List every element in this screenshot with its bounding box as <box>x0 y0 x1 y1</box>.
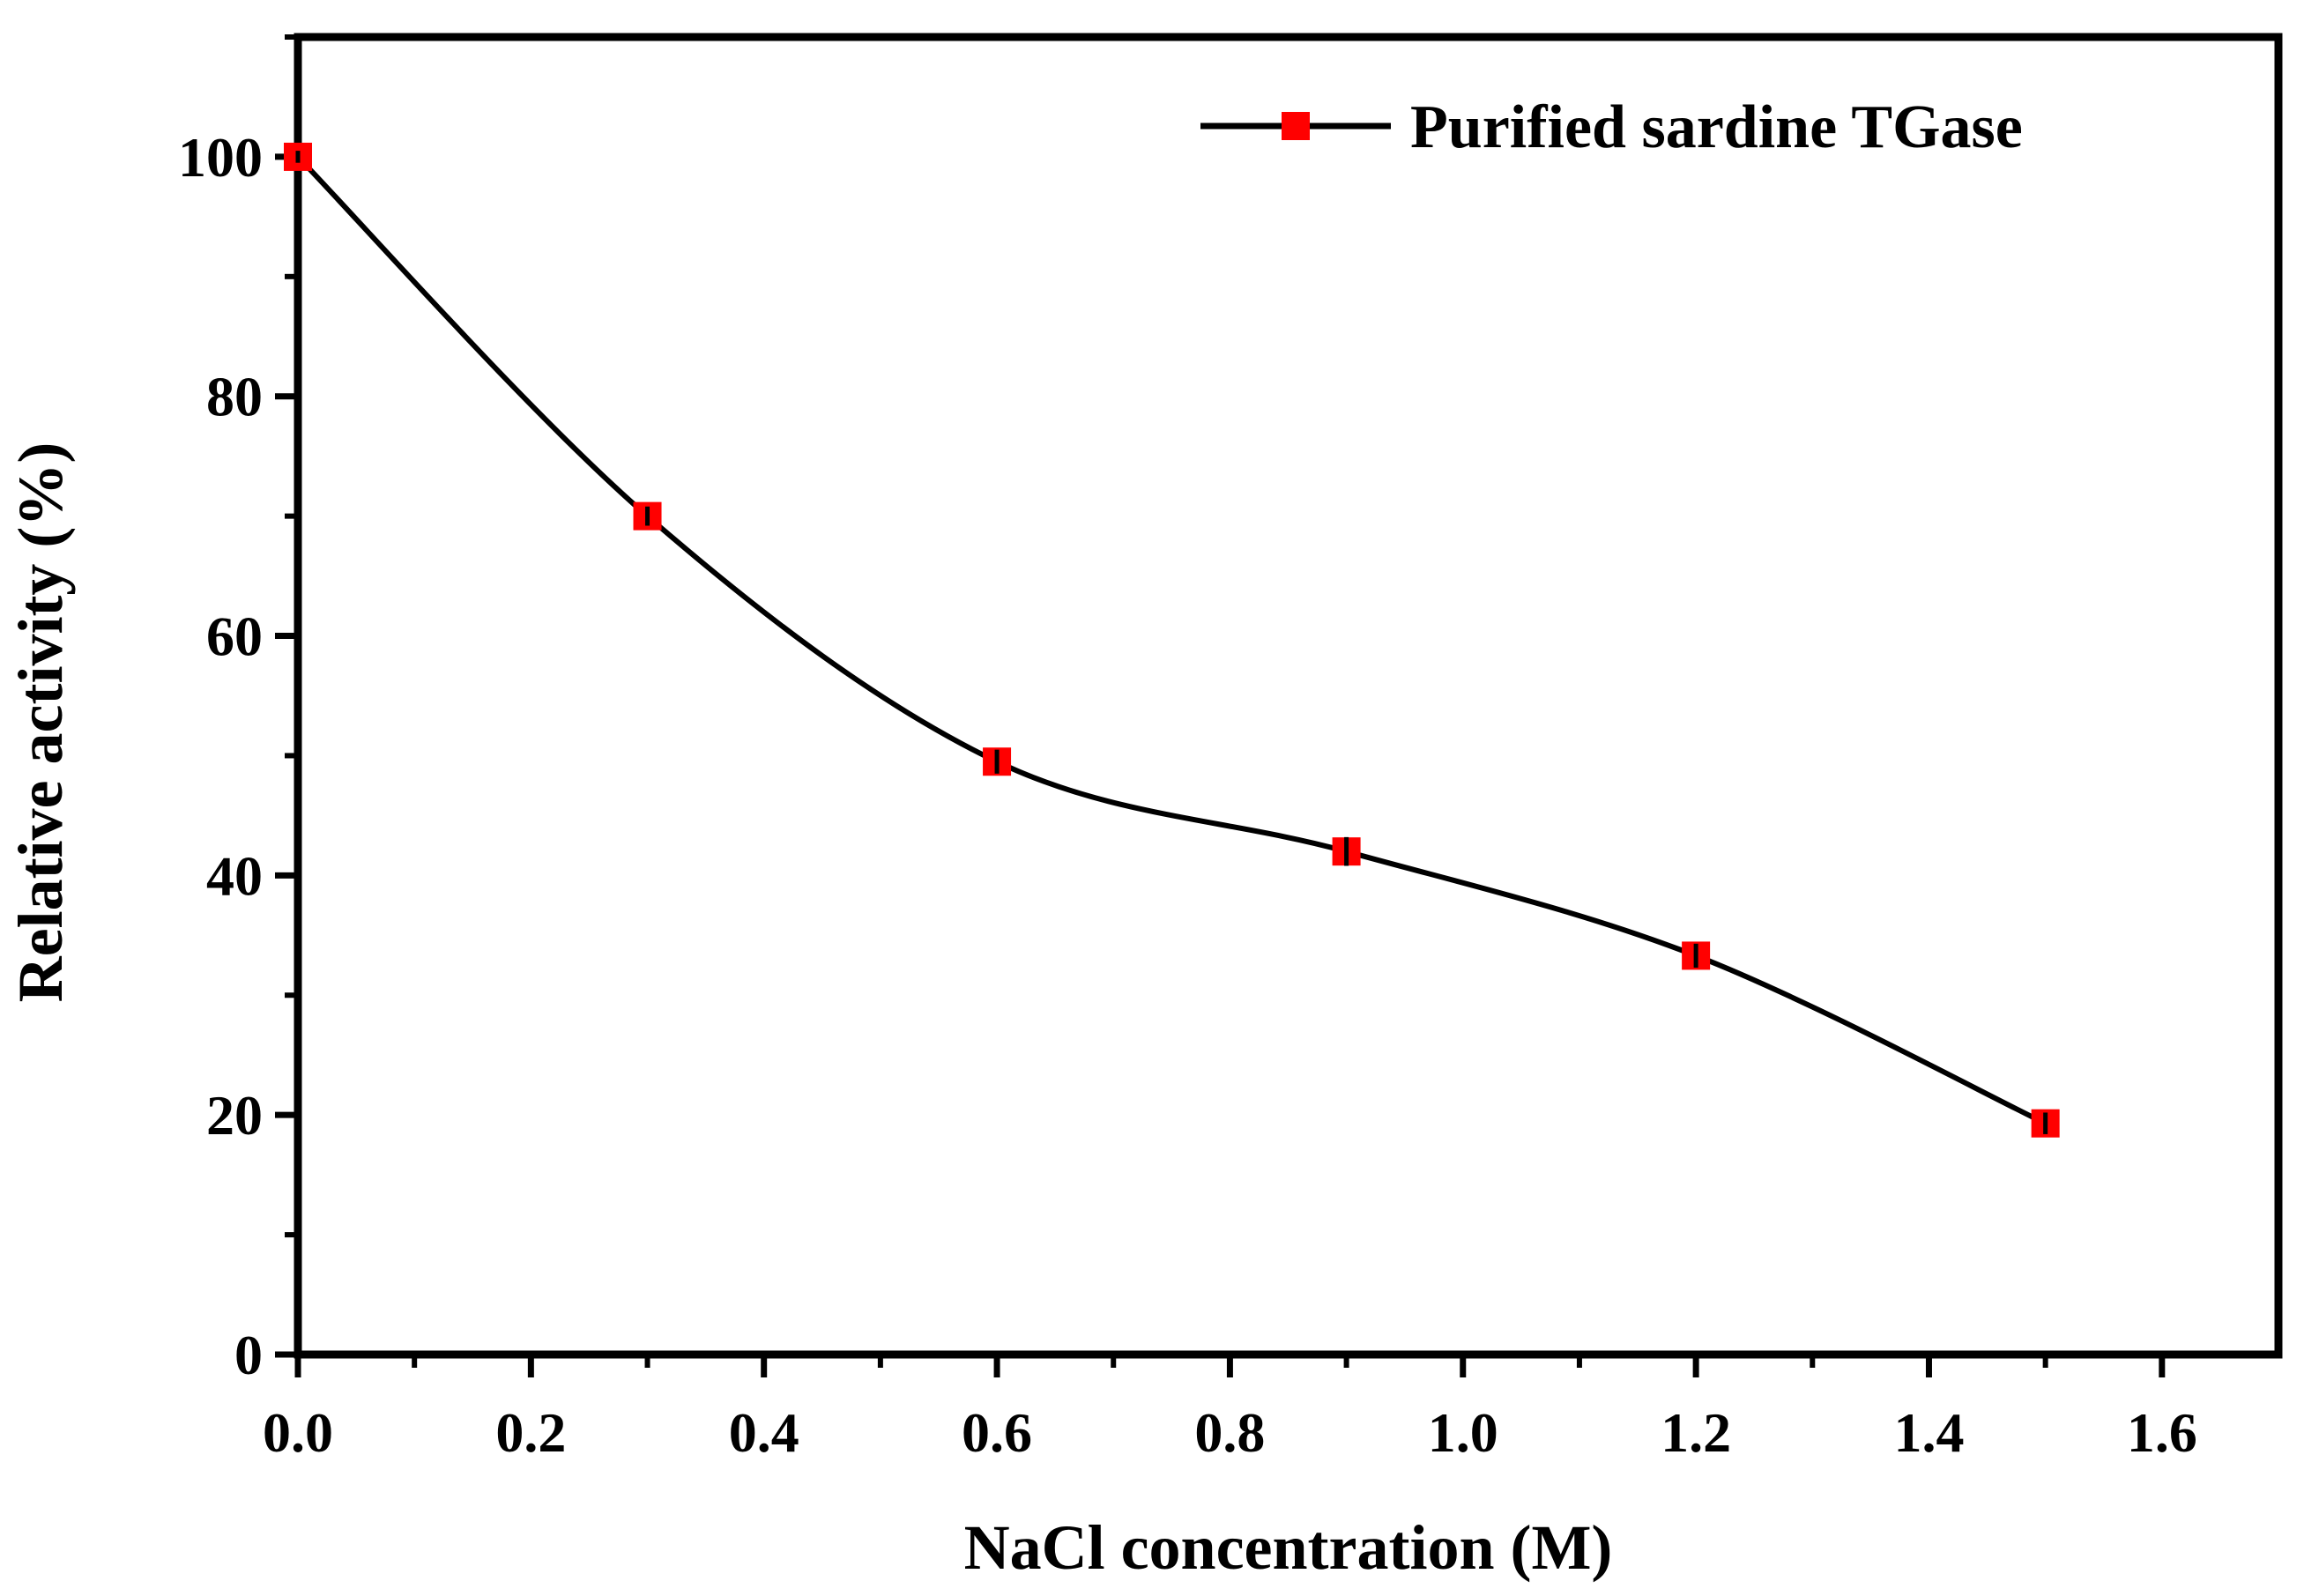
series-line <box>295 154 2047 1126</box>
x-axis: 0.0 0.2 0.4 0.6 0.8 1.0 1.2 1.4 1.6 <box>263 1355 2197 1464</box>
x-axis-title: NaCl concentration (M) <box>964 1512 1613 1583</box>
legend-marker-sample <box>1282 112 1310 140</box>
x-tick-label: 1.0 <box>1428 1401 1498 1464</box>
x-tick-label: 1.6 <box>2127 1401 2197 1464</box>
y-tick-label: 60 <box>206 605 263 668</box>
x-tick-label: 0.4 <box>729 1401 799 1464</box>
y-tick-label: 0 <box>234 1324 263 1386</box>
x-tick-label: 0.6 <box>962 1401 1032 1464</box>
legend-label: Purified sardine TGase <box>1410 93 2023 161</box>
y-tick-label: 80 <box>206 366 263 428</box>
y-axis-title: Relative activity (%) <box>5 442 76 1003</box>
y-axis: 0 20 40 60 80 100 <box>178 34 298 1386</box>
plot-border <box>294 33 2283 1359</box>
x-tick-label: 0.2 <box>495 1401 566 1464</box>
x-tick-label: 0.8 <box>1194 1401 1265 1464</box>
x-tick-label: 0.0 <box>263 1401 333 1464</box>
y-tick-label: 100 <box>178 126 263 189</box>
x-tick-label: 1.4 <box>1893 1401 1964 1464</box>
y-tick-label: 20 <box>206 1084 263 1147</box>
legend: Purified sardine TGase <box>1200 93 2023 161</box>
series-group <box>284 142 2060 1138</box>
y-tick-label: 40 <box>206 844 263 907</box>
plot-frame <box>294 33 2283 1359</box>
x-tick-label: 1.2 <box>1661 1401 1731 1464</box>
